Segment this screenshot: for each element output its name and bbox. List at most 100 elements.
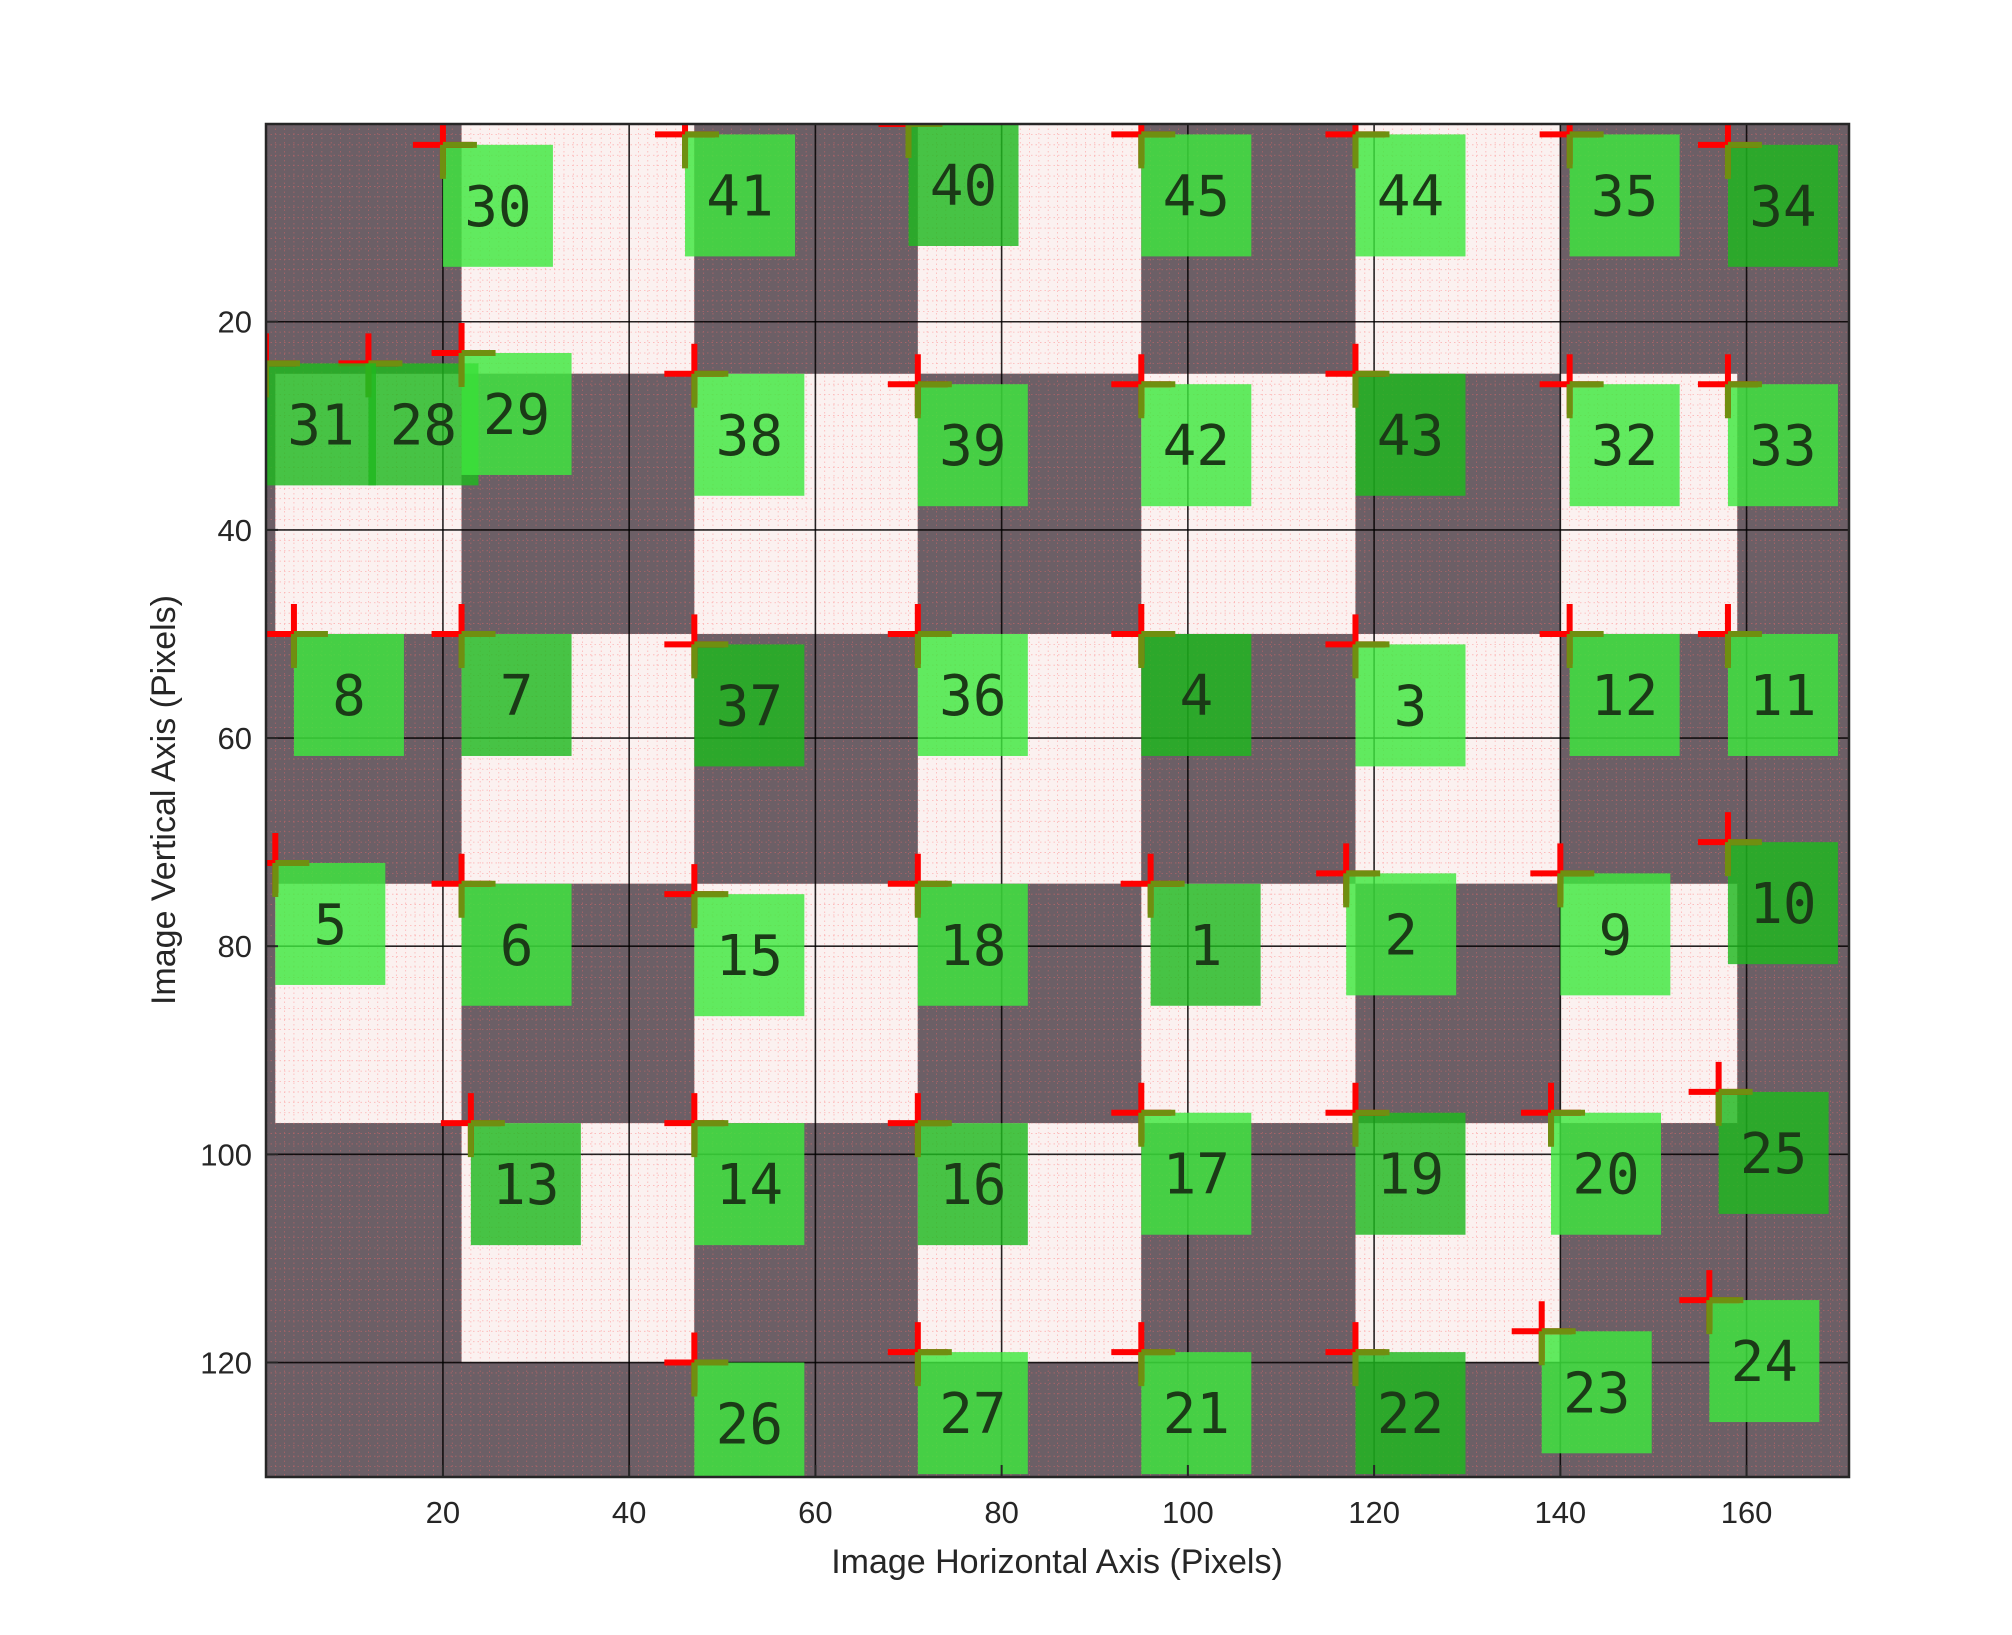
corner-point: 20 xyxy=(1521,1082,1662,1235)
corner-point: 13 xyxy=(440,1093,581,1246)
corner-label: 39 xyxy=(939,414,1006,479)
corner-label: 6 xyxy=(500,914,534,979)
corner-marker-arm xyxy=(1343,870,1381,908)
corner-label: 45 xyxy=(1163,164,1230,229)
corner-label: 35 xyxy=(1591,164,1658,229)
corner-point: 1 xyxy=(1120,853,1261,1006)
corner-label: 14 xyxy=(716,1153,783,1218)
x-tick-label: 20 xyxy=(426,1495,460,1530)
corner-marker-arm xyxy=(1548,1109,1586,1147)
corner-label: 27 xyxy=(939,1382,1006,1447)
corner-point: 42 xyxy=(1111,354,1252,507)
corner-label-box xyxy=(293,633,404,756)
corner-label: 30 xyxy=(464,175,531,240)
corner-marker-arm xyxy=(266,360,300,398)
corner-marker-arm xyxy=(1352,370,1390,408)
corner-label-box xyxy=(908,124,1019,246)
corner-marker-arm xyxy=(1147,880,1185,918)
corner-point: 31 xyxy=(266,333,376,486)
corner-label: 34 xyxy=(1749,175,1816,240)
corner-label: 19 xyxy=(1377,1143,1444,1208)
corner-label: 38 xyxy=(716,404,783,469)
corner-marker-arm xyxy=(1352,1349,1390,1387)
x-tick-label: 120 xyxy=(1348,1495,1400,1530)
corner-label-box xyxy=(1560,873,1671,996)
corner-marker-arm xyxy=(1352,641,1390,679)
corner-label: 36 xyxy=(939,664,1006,729)
corner-marker-arm xyxy=(1724,839,1762,877)
corner-label: 37 xyxy=(716,674,783,739)
corner-point: 45 xyxy=(1111,124,1252,257)
corner-point: 7 xyxy=(431,603,572,756)
board-square xyxy=(275,124,462,374)
corner-marker-arm xyxy=(1706,1297,1744,1335)
corner-marker-arm xyxy=(1724,141,1762,179)
corner-point: 40 xyxy=(878,124,1019,246)
corner-point: 17 xyxy=(1111,1082,1252,1235)
corner-label-box xyxy=(1355,134,1466,257)
corner-label-box xyxy=(1355,1352,1466,1475)
corner-label-box xyxy=(1150,883,1261,1006)
corner-label: 9 xyxy=(1598,903,1632,968)
corner-label-box xyxy=(1569,384,1680,507)
corner-label: 10 xyxy=(1749,872,1816,937)
corner-point: 3 xyxy=(1325,614,1466,767)
corner-point: 10 xyxy=(1697,812,1838,965)
corner-marker-arm xyxy=(691,641,729,679)
corner-label: 11 xyxy=(1749,664,1816,729)
board-square xyxy=(275,1123,462,1363)
corner-label: 8 xyxy=(332,664,366,729)
corner-label-box xyxy=(1141,1352,1252,1475)
corner-label-box xyxy=(1141,384,1252,507)
corner-marker-arm xyxy=(691,891,729,929)
corner-marker-arm xyxy=(1352,131,1390,169)
corner-point: 15 xyxy=(664,864,805,1017)
x-tick-label: 60 xyxy=(798,1495,832,1530)
corner-label-box xyxy=(266,363,376,486)
corner-label: 3 xyxy=(1394,674,1428,739)
corner-label-box xyxy=(1355,1112,1466,1235)
corner-point: 14 xyxy=(664,1093,805,1246)
corner-marker-arm xyxy=(905,124,943,158)
corner-label-box xyxy=(917,1352,1028,1475)
corner-label-box xyxy=(1569,633,1680,756)
corner-label-box xyxy=(917,883,1028,1006)
y-tick-label: 60 xyxy=(218,721,252,756)
plot-frame xyxy=(264,122,1851,1479)
corner-marker-arm xyxy=(691,1359,729,1397)
corner-label-box xyxy=(1727,633,1838,756)
corner-point: 6 xyxy=(431,853,572,1006)
corner-marker-arm xyxy=(1724,381,1762,419)
corner-point: 9 xyxy=(1530,843,1671,996)
corner-marker-arm xyxy=(458,349,496,387)
corner-marker-arm xyxy=(1715,1088,1753,1126)
corner-label: 43 xyxy=(1377,404,1444,469)
corner-point: 23 xyxy=(1511,1301,1652,1454)
corner-label: 18 xyxy=(939,914,1006,979)
y-tick-label: 100 xyxy=(200,1137,252,1172)
x-axis-ticks: 20 40 60 80 100 120 140 160 xyxy=(426,1465,1772,1530)
corner-label-box xyxy=(1355,373,1466,496)
corner-label: 17 xyxy=(1163,1143,1230,1208)
corner-marker-arm xyxy=(1138,381,1176,419)
corner-marker-arm xyxy=(914,630,952,668)
corner-marker-arm xyxy=(1566,381,1604,419)
y-axis-ticks: 20 40 60 80 100 120 xyxy=(200,305,278,1381)
y-tick-label: 80 xyxy=(218,929,252,964)
corner-label: 26 xyxy=(716,1393,783,1458)
corner-label-box xyxy=(1355,644,1466,767)
corner-marker-arm xyxy=(1557,870,1595,908)
corner-label-box xyxy=(917,633,1028,756)
corner-label: 15 xyxy=(716,924,783,989)
corner-point: 36 xyxy=(887,603,1028,756)
corner-point: 16 xyxy=(887,1093,1028,1246)
corner-label: 22 xyxy=(1377,1382,1444,1447)
corner-label: 31 xyxy=(287,393,354,458)
corner-point: 44 xyxy=(1325,124,1466,257)
corner-marker-arm xyxy=(1138,131,1176,169)
corner-marker-arm xyxy=(1724,630,1762,668)
corner-point: 38 xyxy=(664,343,805,496)
corner-label-box xyxy=(470,1123,581,1246)
corner-point: 35 xyxy=(1539,124,1680,257)
